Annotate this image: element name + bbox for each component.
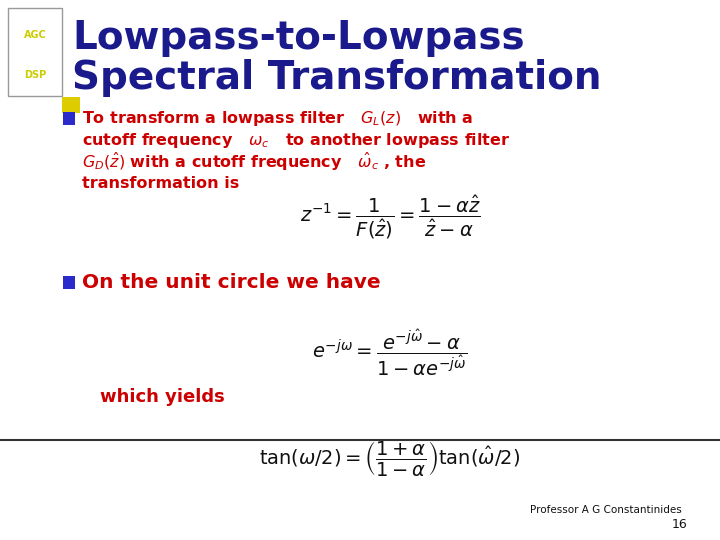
- FancyBboxPatch shape: [62, 97, 80, 113]
- Text: 16: 16: [672, 518, 688, 531]
- Text: cutoff frequency   $\omega_c$   to another lowpass filter: cutoff frequency $\omega_c$ to another l…: [82, 131, 510, 150]
- Text: $\tan(\omega/2) = \left(\dfrac{1+\alpha}{1-\alpha}\right)\tan(\hat{\omega}/2)$: $\tan(\omega/2) = \left(\dfrac{1+\alpha}…: [259, 440, 521, 478]
- Text: Professor A G Constantinides: Professor A G Constantinides: [530, 505, 682, 515]
- Text: transformation is: transformation is: [82, 177, 239, 192]
- Text: Spectral Transformation: Spectral Transformation: [72, 59, 601, 97]
- FancyBboxPatch shape: [8, 8, 62, 96]
- Text: which yields: which yields: [100, 388, 225, 407]
- Text: DSP: DSP: [24, 70, 46, 80]
- Text: On the unit circle we have: On the unit circle we have: [82, 273, 381, 293]
- Text: $z^{-1} = \dfrac{1}{F(\hat{z})} = \dfrac{1-\alpha\hat{z}}{\hat{z}-\alpha}$: $z^{-1} = \dfrac{1}{F(\hat{z})} = \dfrac…: [300, 193, 480, 241]
- Text: AGC: AGC: [24, 30, 46, 40]
- Text: $G_D(\hat{z})$ with a cutoff frequency   $\hat{\omega}_c$ , the: $G_D(\hat{z})$ with a cutoff frequency $…: [82, 151, 426, 173]
- Text: Lowpass-to-Lowpass: Lowpass-to-Lowpass: [72, 19, 525, 57]
- FancyBboxPatch shape: [63, 112, 75, 125]
- Text: To transform a lowpass filter   $G_L(z)$   with a: To transform a lowpass filter $G_L(z)$ w…: [82, 109, 473, 127]
- Text: $e^{-j\omega} = \dfrac{e^{-j\hat{\omega}}-\alpha}{1-\alpha e^{-j\hat{\omega}}}$: $e^{-j\omega} = \dfrac{e^{-j\hat{\omega}…: [312, 328, 468, 379]
- FancyBboxPatch shape: [63, 276, 75, 289]
